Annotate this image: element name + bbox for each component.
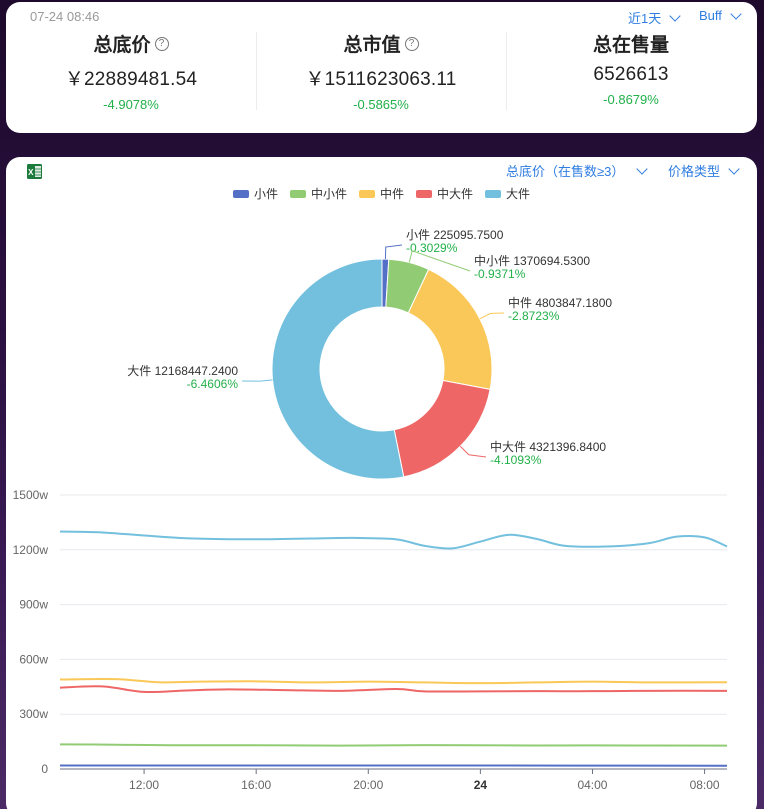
stat-title: 总底价 bbox=[93, 35, 151, 56]
price-type-dropdown[interactable]: 价格类型 bbox=[668, 161, 740, 180]
legend-swatch bbox=[358, 189, 375, 198]
legend-swatch bbox=[485, 189, 502, 198]
legend-swatch bbox=[416, 189, 432, 198]
legend-item[interactable]: 中小件 bbox=[289, 185, 347, 202]
slice-label: 中小件 1370694.5300 bbox=[474, 253, 590, 268]
label-leader-line bbox=[459, 445, 487, 458]
legend-item[interactable]: 中件 bbox=[358, 185, 404, 202]
x-tick-label: 20:00 bbox=[353, 778, 383, 792]
chevron-down-icon bbox=[730, 7, 742, 20]
chevron-down-icon bbox=[728, 162, 740, 175]
platform-dropdown[interactable]: Buff bbox=[699, 7, 742, 23]
stat-change: -4.9078% bbox=[103, 97, 159, 112]
legend-label: 中件 bbox=[379, 187, 404, 201]
chart-card: X 总底价（在售数≥3） 价格类型 小件 中小件 中件 中大件 大件 小件 225095… bbox=[6, 157, 757, 809]
x-tick-label: 08:00 bbox=[690, 778, 720, 792]
y-tick-label: 0 bbox=[41, 762, 48, 776]
y-tick-label: 1500w bbox=[13, 488, 49, 502]
svg-text:X: X bbox=[28, 168, 34, 177]
legend-label: 大件 bbox=[506, 187, 531, 201]
legend-label: 中大件 bbox=[437, 187, 474, 201]
donut-slice[interactable] bbox=[407, 268, 493, 390]
x-tick-label: 12:00 bbox=[129, 778, 159, 792]
help-icon[interactable]: ? bbox=[154, 36, 169, 51]
excel-icon[interactable]: X bbox=[26, 163, 43, 180]
series-line[interactable] bbox=[59, 685, 728, 694]
stat-change: -0.5865% bbox=[353, 97, 409, 112]
donut-chart: 小件 225095.7500-0.3029% 中小件 1370694.5300-0… bbox=[127, 228, 612, 480]
period-dropdown[interactable]: 近1天 bbox=[628, 8, 681, 27]
slice-change: -4.1093% bbox=[490, 453, 542, 467]
y-tick-label: 600w bbox=[19, 652, 48, 666]
series-line[interactable] bbox=[59, 677, 728, 685]
legend-label: 中小件 bbox=[310, 187, 347, 201]
chart-legend: 小件 中小件 中件 中大件 大件 bbox=[6, 185, 757, 202]
label-leader-line bbox=[241, 379, 273, 382]
y-tick-label: 900w bbox=[19, 598, 48, 612]
slice-change: -0.3029% bbox=[406, 241, 458, 255]
stat-total-floor-price: 总底价 ? ￥22889481.54 -4.9078% bbox=[6, 30, 256, 112]
x-tick-label: 04:00 bbox=[577, 778, 607, 792]
slice-label: 大件 12168447.2400 bbox=[127, 364, 238, 378]
label-leader-line bbox=[408, 250, 471, 272]
chevron-down-icon bbox=[636, 162, 649, 175]
series-line[interactable] bbox=[59, 743, 728, 747]
legend-swatch bbox=[289, 189, 306, 198]
stat-total-market-value: 总市值 ? ￥1511623063.11 -0.5865% bbox=[256, 30, 506, 112]
slice-label: 中件 4803847.1800 bbox=[508, 295, 612, 310]
stat-title: 总市值 bbox=[343, 35, 401, 56]
divider bbox=[256, 32, 257, 110]
stat-value: 6526613 bbox=[593, 64, 669, 85]
y-tick-label: 300w bbox=[19, 707, 48, 721]
help-icon[interactable]: ? bbox=[404, 36, 419, 51]
slice-change: -0.9371% bbox=[474, 267, 526, 281]
stat-value: ￥22889481.54 bbox=[64, 69, 198, 90]
donut-slice[interactable] bbox=[393, 379, 491, 478]
label-leader-line bbox=[384, 244, 403, 260]
platform-dropdown-label: Buff bbox=[699, 8, 722, 23]
legend-item[interactable]: 小件 bbox=[232, 185, 278, 202]
stat-title: 总在售量 bbox=[592, 35, 669, 56]
chevron-down-icon bbox=[669, 9, 681, 22]
legend-item[interactable]: 大件 bbox=[485, 185, 530, 202]
legend-swatch bbox=[232, 189, 249, 198]
slice-change: -6.4606% bbox=[187, 377, 239, 391]
divider bbox=[506, 32, 507, 110]
x-tick-label: 24 bbox=[474, 778, 488, 792]
series-line[interactable] bbox=[59, 530, 728, 550]
period-dropdown-label: 近1天 bbox=[628, 11, 662, 26]
slice-change: -2.8723% bbox=[508, 309, 560, 323]
metric-dropdown[interactable]: 总底价（在售数≥3） bbox=[506, 161, 649, 180]
summary-card: 07-24 08:46 近1天 Buff 总底价 ? ￥22889481.54 … bbox=[6, 2, 757, 133]
metric-dropdown-label: 总底价（在售数≥3） bbox=[506, 164, 625, 179]
legend-label: 小件 bbox=[253, 187, 278, 201]
stat-value: ￥1511623063.11 bbox=[305, 69, 457, 90]
stat-change: -0.8679% bbox=[603, 92, 659, 107]
update-timestamp: 07-24 08:46 bbox=[30, 9, 100, 24]
x-tick-label: 16:00 bbox=[241, 778, 271, 792]
y-tick-label: 1200w bbox=[13, 543, 49, 557]
slice-label: 中大件 4321396.8400 bbox=[490, 439, 606, 454]
stat-total-on-sale: 总在售量 6526613 -0.8679% bbox=[506, 30, 756, 107]
legend-item[interactable]: 中大件 bbox=[416, 185, 473, 202]
label-leader-line bbox=[479, 312, 505, 320]
slice-label: 小件 225095.7500 bbox=[406, 228, 504, 242]
price-type-dropdown-label: 价格类型 bbox=[668, 164, 721, 179]
donut-slice[interactable] bbox=[271, 258, 405, 480]
line-chart: 0 300w 600w 900w 1200w 1500w 12:00 16:00 20:00 24… bbox=[13, 488, 728, 792]
